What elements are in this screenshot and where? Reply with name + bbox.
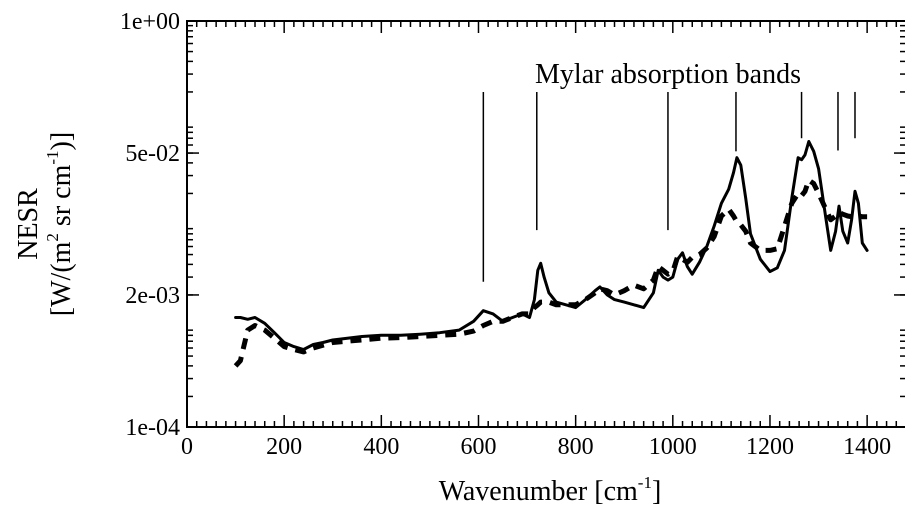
y-tick-label: 5e-02	[125, 141, 180, 167]
series-line-dashed	[233, 177, 868, 368]
x-tick-label: 1000	[649, 434, 697, 460]
x-tick-label: 1200	[746, 434, 794, 460]
x-axis-title: Wavenumber [cm-1]	[439, 473, 662, 507]
y-tick-label: 1e+00	[120, 9, 180, 35]
y-tick-label: 1e-04	[125, 415, 180, 441]
x-tick-label: 1400	[843, 434, 891, 460]
y-axis-title: NESR [W/(m2 sr cm-1)]	[13, 132, 77, 316]
axis-ticks	[186, 20, 905, 428]
x-tick-label: 200	[266, 434, 302, 460]
y-axis-title-line2: [W/(m2 sr cm-1)]	[43, 132, 77, 316]
series-layer	[233, 140, 869, 368]
y-axis-title-line1: NESR	[13, 188, 44, 260]
x-tick-label: 0	[181, 434, 193, 460]
y-tick-label: 2e-03	[125, 283, 180, 309]
x-tick-label: 800	[558, 434, 594, 460]
x-tick-label: 600	[460, 434, 496, 460]
mylar-annotation: Mylar absorption bands	[535, 59, 801, 90]
axis-tick-labels: 0 200 400 600 800 1000 1200 1400 1e+00 5e-02 2e-03…	[120, 9, 891, 460]
mylar-band-markers	[482, 91, 856, 282]
x-tick-label: 400	[363, 434, 399, 460]
series-line-solid	[234, 140, 869, 351]
